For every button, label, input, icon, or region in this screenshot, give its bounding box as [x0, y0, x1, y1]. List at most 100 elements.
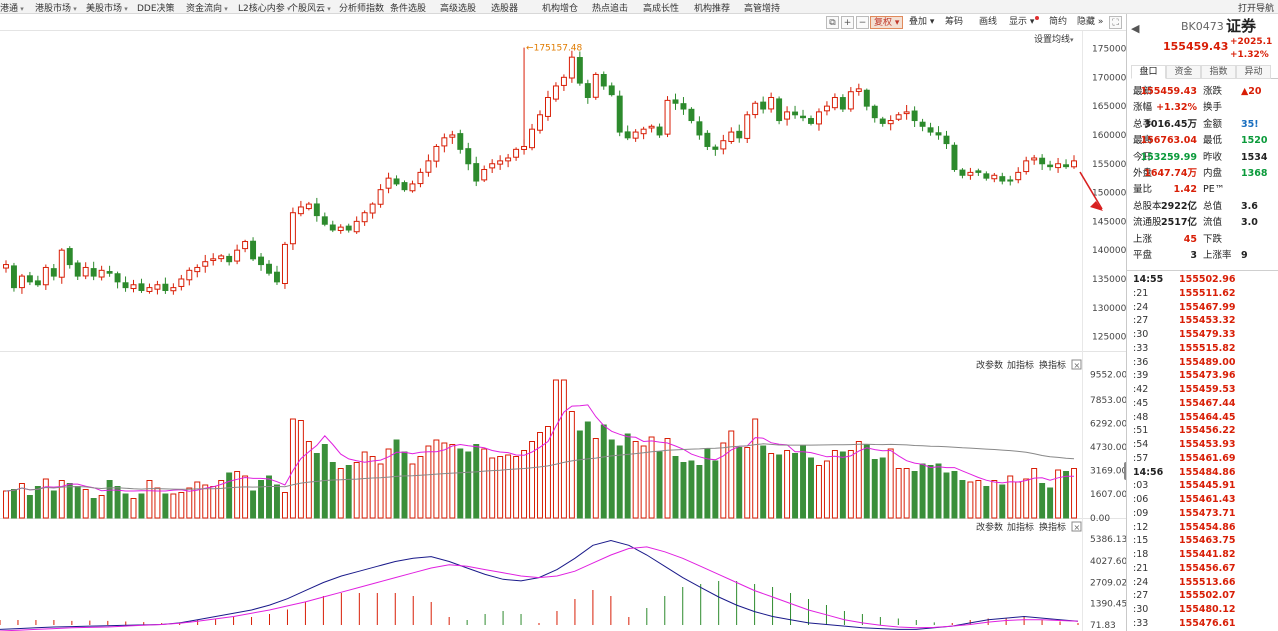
candle-body: [560, 76, 567, 86]
tick-price: 155484.86: [1179, 466, 1236, 478]
menu-item-5[interactable]: L2核心内参 ▾: [238, 1, 291, 14]
draw-line-button[interactable]: 画线: [979, 17, 998, 27]
volume-bar: [361, 451, 368, 519]
menu-item-16[interactable]: 打开导航: [1238, 1, 1274, 13]
indicator-control-2[interactable]: 换指标: [1039, 359, 1066, 371]
stock-chart[interactable]: 175000 170000 165000 160000 155000 150000 1450…: [0, 31, 1126, 631]
y-tick-label: 71.83: [1090, 621, 1116, 631]
tab-3[interactable]: 异动: [1236, 65, 1271, 79]
tick-row: :21 155511.62: [1133, 287, 1278, 301]
volume-bar: [401, 451, 408, 519]
tab-2[interactable]: 指数: [1201, 65, 1236, 79]
candle-body: [768, 96, 775, 110]
candle-body: [959, 169, 966, 176]
candle-body: [353, 220, 360, 233]
menu-item-9[interactable]: 高级选股: [440, 1, 476, 13]
candle-body: [760, 101, 767, 110]
simple-mode-button[interactable]: 简约: [1049, 17, 1068, 27]
candle-body: [58, 249, 65, 278]
quote-l2: 内盘: [1203, 168, 1223, 179]
quote-l1: 平盘: [1133, 250, 1153, 261]
fullscreen-icon[interactable]: ⛶: [1109, 16, 1122, 29]
back-arrow-icon[interactable]: ◀: [1131, 22, 1140, 35]
menu-item-3[interactable]: DDE决策: [137, 1, 175, 13]
indicator-control-1[interactable]: 加指标: [1007, 359, 1034, 371]
fq-dropdown[interactable]: 复权 ▾: [870, 16, 904, 29]
tick-time: :42: [1133, 384, 1149, 395]
macd-control-2[interactable]: 换指标: [1039, 521, 1066, 533]
volume-bar: [776, 454, 783, 519]
quote-row: 总股本 2922亿 总值 3.6: [1133, 199, 1278, 215]
menu-item-13[interactable]: 高成长性: [643, 1, 679, 13]
menu-item-14[interactable]: 机构推荐: [694, 1, 730, 13]
tick-price: 155453.32: [1179, 315, 1236, 327]
quote-l1: 流通股: [1133, 217, 1162, 229]
copy-icon[interactable]: ⧉: [826, 16, 839, 29]
menu-item-8[interactable]: 条件选股: [390, 1, 426, 13]
menu-item-4[interactable]: 资金流向 ▾: [186, 1, 228, 13]
tick-row: :24 155467.99: [1133, 301, 1278, 315]
volume-bar: [712, 460, 719, 519]
menu-item-0[interactable]: 港通 ▾: [0, 1, 24, 13]
candle-body: [218, 255, 225, 260]
chip-button[interactable]: 筹码: [945, 17, 964, 27]
candle-body: [313, 203, 320, 217]
zoom-out-icon[interactable]: −: [856, 16, 869, 29]
ma-settings-link[interactable]: 设置均线: [1034, 33, 1070, 45]
candle-body: [903, 111, 910, 115]
quote-v1: 156763.04: [1140, 135, 1198, 147]
candle-body: [473, 163, 480, 182]
menu-item-10[interactable]: 选股器: [491, 1, 518, 13]
volume-bar: [130, 498, 137, 519]
macd-control-1[interactable]: 加指标: [1007, 521, 1034, 533]
volume-bar: [162, 493, 169, 519]
hide-button[interactable]: 隐藏 »: [1074, 16, 1106, 29]
macd-dea-line: [0, 546, 1079, 631]
candle-body: [752, 102, 759, 116]
menu-item-15[interactable]: 高管增持: [744, 1, 780, 13]
quote-l2: 总值: [1203, 200, 1223, 212]
overlay-dropdown[interactable]: 叠加 ▾: [906, 16, 937, 29]
close-icon[interactable]: [1071, 521, 1082, 532]
candle-body: [90, 268, 97, 277]
candle-body: [481, 169, 488, 181]
menu-item-7[interactable]: 分析师指数: [339, 1, 384, 13]
overlay-label: 叠加: [909, 17, 928, 27]
menu-item-label: L2核心内参: [238, 4, 285, 14]
tick-row: :42 155459.53: [1133, 383, 1278, 397]
volume-bar: [34, 486, 41, 519]
tick-time: :24: [1133, 576, 1149, 588]
volume-bar: [640, 445, 647, 519]
display-dropdown[interactable]: 显示 ▾: [1006, 16, 1042, 29]
close-icon[interactable]: [1071, 359, 1082, 370]
menu-item-11[interactable]: 机构增仓: [542, 1, 578, 13]
volume-bar: [664, 438, 671, 519]
candle-body: [1063, 164, 1070, 168]
candle-body: [656, 126, 663, 136]
indicator-control-0[interactable]: 改参数: [976, 359, 1003, 371]
candle-body: [409, 183, 416, 192]
candle-body: [1023, 160, 1030, 173]
quote-l1: 外盘: [1133, 168, 1153, 179]
zoom-in-icon[interactable]: +: [841, 16, 854, 29]
y-tick-label: 9552.00: [1090, 371, 1126, 381]
quote-l1: 上涨: [1133, 233, 1153, 245]
candle-body: [417, 171, 424, 185]
macd-control-0[interactable]: 改参数: [976, 521, 1003, 533]
menu-item-6[interactable]: 个股风云 ▾: [289, 1, 331, 13]
volume-bar: [720, 442, 727, 519]
quote-l1: 涨幅: [1133, 102, 1153, 114]
menu-item-2[interactable]: 美股市场 ▾: [86, 1, 128, 13]
volume-bar: [552, 379, 559, 519]
tab-0[interactable]: 盘口: [1131, 65, 1166, 79]
menu-item-12[interactable]: 热点追击: [592, 1, 628, 13]
hide-label: 隐藏: [1077, 17, 1096, 27]
menu-item-1[interactable]: 港股市场 ▾: [35, 1, 77, 13]
quote-row: 涨幅 +1.32% 换手: [1133, 100, 1278, 116]
tab-1[interactable]: 资金: [1166, 65, 1201, 79]
volume-ma60-line: [5, 443, 1075, 492]
candle-body: [289, 212, 296, 245]
quote-l2: 下跌: [1203, 233, 1223, 245]
volume-bar: [26, 495, 33, 519]
